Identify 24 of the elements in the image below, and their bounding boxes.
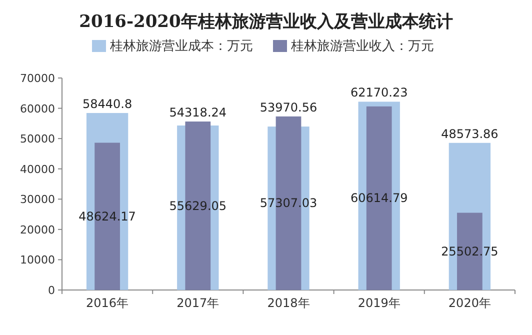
data-label: 48624.17 <box>78 209 136 224</box>
y-tick-label: 50000 <box>20 132 55 146</box>
chart-title: 2016-2020年桂林旅游营业收入及营业成本统计 <box>79 12 453 32</box>
data-label: 55629.05 <box>169 198 227 213</box>
data-label: 60614.79 <box>350 191 408 206</box>
y-tick-label: 20000 <box>20 223 55 236</box>
x-tick-label: 2019年 <box>358 296 400 310</box>
x-tick-label: 2017年 <box>176 296 220 310</box>
data-label: 62170.23 <box>350 86 408 100</box>
y-tick-label: 60000 <box>20 102 55 116</box>
y-tick-label: 30000 <box>20 193 55 206</box>
y-tick-label: 10000 <box>20 254 55 267</box>
x-tick-label: 2020年 <box>448 296 491 310</box>
data-label: 54318.24 <box>169 106 227 120</box>
x-tick-label: 2016年 <box>86 296 129 310</box>
y-tick-label: 40000 <box>20 162 55 176</box>
data-label: 48573.86 <box>441 126 498 141</box>
y-tick-label: 70000 <box>20 72 55 85</box>
data-label: 53970.56 <box>260 100 318 114</box>
data-label: 58440.8 <box>82 97 132 112</box>
data-label: 57307.03 <box>260 196 318 210</box>
y-tick-label: 0 <box>48 284 55 297</box>
data-label: 25502.75 <box>441 244 498 258</box>
x-tick-label: 2018年 <box>267 296 310 310</box>
